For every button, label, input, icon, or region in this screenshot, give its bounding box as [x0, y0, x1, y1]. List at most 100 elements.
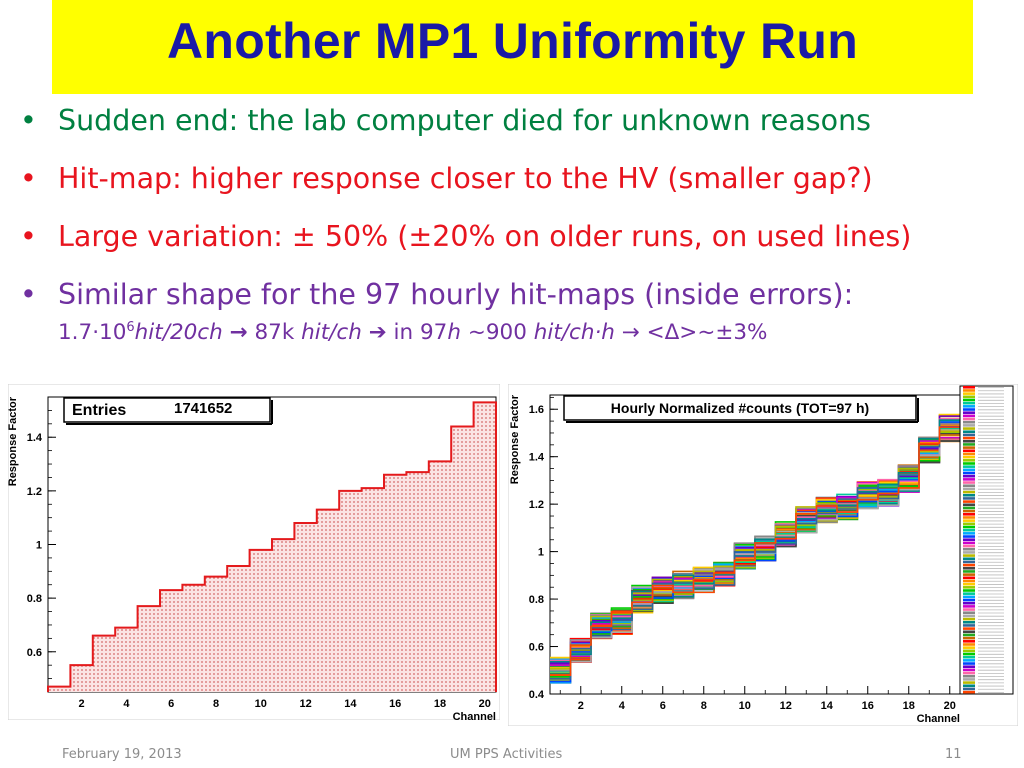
legend-swatch-44 [963, 522, 975, 526]
histogram-bar [182, 584, 205, 692]
legend-swatch-94 [963, 681, 975, 684]
footer-center: UM PPS Activities [450, 747, 563, 762]
legend-swatch-13 [963, 424, 975, 427]
cr-xtick-label: 4 [619, 700, 626, 712]
histogram-bar [339, 490, 362, 692]
legend-swatch-50 [963, 541, 975, 545]
legend-swatch-17 [963, 436, 975, 440]
legend-swatch-49 [963, 538, 975, 541]
legend-swatch-38 [963, 503, 975, 507]
histogram-bar [406, 472, 429, 692]
bullet-3: • Large variation: ± 50% (±20% on older r… [20, 220, 1010, 254]
title-banner: Another MP1 Uniformity Run [52, 0, 973, 94]
legend-swatch-68 [963, 598, 975, 602]
legend-swatch-75 [963, 620, 975, 624]
legend-swatch-30 [963, 478, 975, 481]
cl-xtick-label: 12 [299, 698, 311, 710]
right-arrow-icon: → [229, 320, 248, 346]
cl-xtick-label: 10 [255, 698, 267, 710]
legend-swatch-4 [963, 395, 975, 399]
legend-swatch-18 [963, 439, 975, 443]
legend-swatch-63 [963, 582, 975, 586]
legend-swatch-86 [963, 655, 975, 659]
legend-swatch-22 [963, 452, 975, 456]
legend-swatch-14 [963, 427, 975, 430]
legend-swatch-97 [963, 690, 975, 694]
legend-swatch-35 [963, 493, 975, 497]
legend-swatch-21 [963, 449, 975, 453]
legend-swatch-23 [963, 455, 975, 459]
cr-xtick-label: 16 [862, 700, 874, 712]
legend-swatch-64 [963, 586, 975, 589]
bullet-2: • Hit-map: higher response closer to the … [20, 162, 1010, 196]
cr-ytick-label: 1.4 [529, 452, 545, 464]
bullet-list: • Sudden end: the lab computer died for u… [20, 104, 1010, 370]
legend-swatch-59 [963, 570, 975, 573]
legend-swatch-84 [963, 649, 975, 653]
cl-ytick-label: 1.4 [27, 432, 43, 444]
cl-xtick-label: 18 [434, 698, 446, 710]
histogram-bar [115, 627, 138, 692]
bold-arrow-icon: ➔ [368, 320, 387, 346]
legend-swatch-88 [963, 662, 975, 665]
cr-xtick-label: 2 [578, 700, 584, 712]
legend-swatch-10 [963, 414, 975, 418]
cr-xtick-label: 10 [739, 700, 751, 712]
legend-swatch-85 [963, 652, 975, 656]
legend-swatch-66 [963, 592, 975, 595]
chart-title: Hourly Normalized #counts (TOT=97 h) [611, 400, 869, 416]
legend-swatch-76 [963, 624, 975, 627]
bullet-glyph: • [20, 162, 37, 195]
hourly-overlay-chart: 0.4 0.6 0.8 1 1.2 1.4 1.6 2 4 6 8 10 12 14 16 18 20Chann… [508, 384, 1018, 726]
legend-swatch-6 [963, 401, 975, 405]
legend-swatch-34 [963, 490, 975, 494]
legend-swatch-16 [963, 433, 975, 437]
legend-swatch-36 [963, 497, 975, 500]
cr-xtick-label: 14 [821, 700, 834, 712]
cl-ytick-label: 0.8 [27, 593, 42, 605]
legend-swatch-20 [963, 446, 975, 449]
cl-xtick-label: 4 [123, 698, 130, 710]
bullet-3-text: Large variation: ± 50% (±20% on older ru… [58, 220, 912, 253]
legend-swatch-28 [963, 471, 975, 475]
legend-swatch-93 [963, 678, 975, 681]
legend-swatch-25 [963, 462, 975, 465]
hourly-series-97 [550, 426, 960, 677]
cl-xtick-label: 6 [168, 698, 174, 710]
legend-swatch-3 [963, 392, 975, 395]
bullet-4: • Similar shape for the 97 hourly hit-map… [20, 278, 1010, 346]
legend-swatch-45 [963, 525, 975, 529]
legend-swatch-78 [963, 630, 975, 634]
histogram-bar [428, 461, 452, 692]
legend-swatch-53 [963, 551, 975, 554]
histogram-outline [47, 401, 497, 692]
cl-y-axis-label: Response Factor [8, 396, 19, 486]
stats-box [63, 397, 271, 423]
legend-swatch-70 [963, 605, 975, 608]
bullet-glyph: • [20, 220, 37, 253]
legend-swatch-69 [963, 601, 975, 605]
stats-label: Entries [72, 402, 126, 419]
cr-ytick-label: 1.2 [529, 499, 544, 511]
slide-title: Another MP1 Uniformity Run [166, 13, 859, 69]
legend-swatch-62 [963, 579, 975, 583]
bullet-2-text: Hit-map: higher response closer to the H… [58, 162, 873, 195]
legend-swatch-43 [963, 519, 975, 522]
rate-formula: 1.7·106hit/20ch → 87k hit/ch ➔ in 97h ~9… [58, 320, 768, 346]
cl-xtick-label: 16 [389, 698, 401, 710]
cr-ytick-label: 1 [538, 547, 544, 559]
histogram-bar [473, 402, 496, 692]
histogram-bar [137, 606, 160, 692]
legend-swatch-61 [963, 576, 975, 580]
legend-swatch-90 [963, 668, 975, 672]
footer-page-number: 11 [945, 747, 962, 762]
legend-swatch-7 [963, 405, 975, 408]
legend-swatch-74 [963, 617, 975, 621]
cr-x-axis-label: Channel [917, 713, 960, 725]
cr-xtick-label: 8 [701, 700, 707, 712]
cl-ytick-label: 1.2 [27, 486, 42, 498]
histogram-bar [249, 549, 272, 692]
cr-ytick-label: 1.6 [529, 404, 544, 416]
legend-swatch-29 [963, 474, 975, 478]
cl-xtick-label: 14 [344, 698, 357, 710]
